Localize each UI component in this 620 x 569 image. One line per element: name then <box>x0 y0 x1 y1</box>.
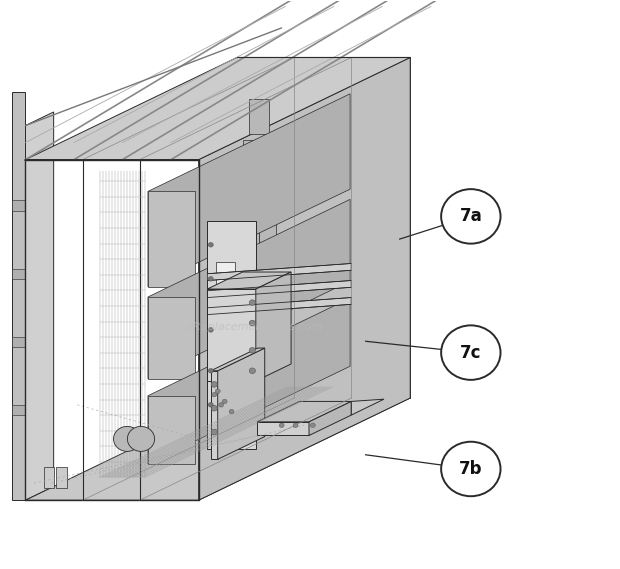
Polygon shape <box>12 269 25 279</box>
Polygon shape <box>148 199 350 379</box>
Polygon shape <box>243 141 259 168</box>
Text: 7c: 7c <box>460 344 482 362</box>
Polygon shape <box>352 399 384 415</box>
Polygon shape <box>12 337 25 347</box>
Polygon shape <box>207 281 351 298</box>
Circle shape <box>211 429 218 435</box>
Polygon shape <box>257 401 352 422</box>
Polygon shape <box>256 272 291 381</box>
Polygon shape <box>148 396 195 464</box>
Polygon shape <box>242 222 259 249</box>
Circle shape <box>208 277 213 281</box>
Circle shape <box>249 348 255 353</box>
Circle shape <box>211 405 218 411</box>
Polygon shape <box>56 467 66 488</box>
Circle shape <box>293 423 298 427</box>
Polygon shape <box>242 256 262 290</box>
Polygon shape <box>211 371 218 459</box>
Polygon shape <box>148 298 350 464</box>
Polygon shape <box>249 100 269 134</box>
Circle shape <box>215 389 220 394</box>
Text: eReplacementParts.com: eReplacementParts.com <box>186 322 322 332</box>
Polygon shape <box>211 348 265 371</box>
Polygon shape <box>207 272 291 289</box>
Circle shape <box>441 325 500 380</box>
Polygon shape <box>207 298 351 315</box>
Circle shape <box>211 382 218 387</box>
Polygon shape <box>259 222 277 249</box>
Text: 7a: 7a <box>459 207 482 225</box>
Circle shape <box>113 426 141 451</box>
Polygon shape <box>207 289 256 381</box>
Polygon shape <box>207 263 351 281</box>
Circle shape <box>311 423 316 427</box>
Polygon shape <box>257 422 309 435</box>
Polygon shape <box>242 304 255 331</box>
Polygon shape <box>216 262 235 296</box>
Polygon shape <box>12 200 25 211</box>
Polygon shape <box>12 92 25 500</box>
Polygon shape <box>218 348 265 459</box>
Polygon shape <box>309 401 352 435</box>
Circle shape <box>208 242 213 247</box>
Circle shape <box>208 369 213 373</box>
Circle shape <box>127 426 154 451</box>
Circle shape <box>279 423 284 427</box>
Polygon shape <box>148 94 350 287</box>
Polygon shape <box>25 398 410 500</box>
Polygon shape <box>44 467 55 488</box>
Polygon shape <box>237 57 410 398</box>
Circle shape <box>249 320 255 326</box>
Circle shape <box>229 409 234 414</box>
Circle shape <box>441 189 500 244</box>
Circle shape <box>212 393 217 397</box>
Polygon shape <box>242 178 277 212</box>
Circle shape <box>441 442 500 496</box>
Polygon shape <box>12 405 25 415</box>
Circle shape <box>249 368 255 374</box>
Polygon shape <box>260 141 277 168</box>
Circle shape <box>208 328 213 332</box>
Polygon shape <box>198 57 410 500</box>
Circle shape <box>219 402 224 407</box>
Polygon shape <box>25 57 410 160</box>
Circle shape <box>222 399 227 403</box>
Polygon shape <box>148 297 195 379</box>
Text: 7b: 7b <box>459 460 482 478</box>
Polygon shape <box>148 191 195 287</box>
Polygon shape <box>25 112 54 500</box>
Circle shape <box>249 300 255 306</box>
Polygon shape <box>207 221 256 449</box>
Circle shape <box>208 402 213 407</box>
